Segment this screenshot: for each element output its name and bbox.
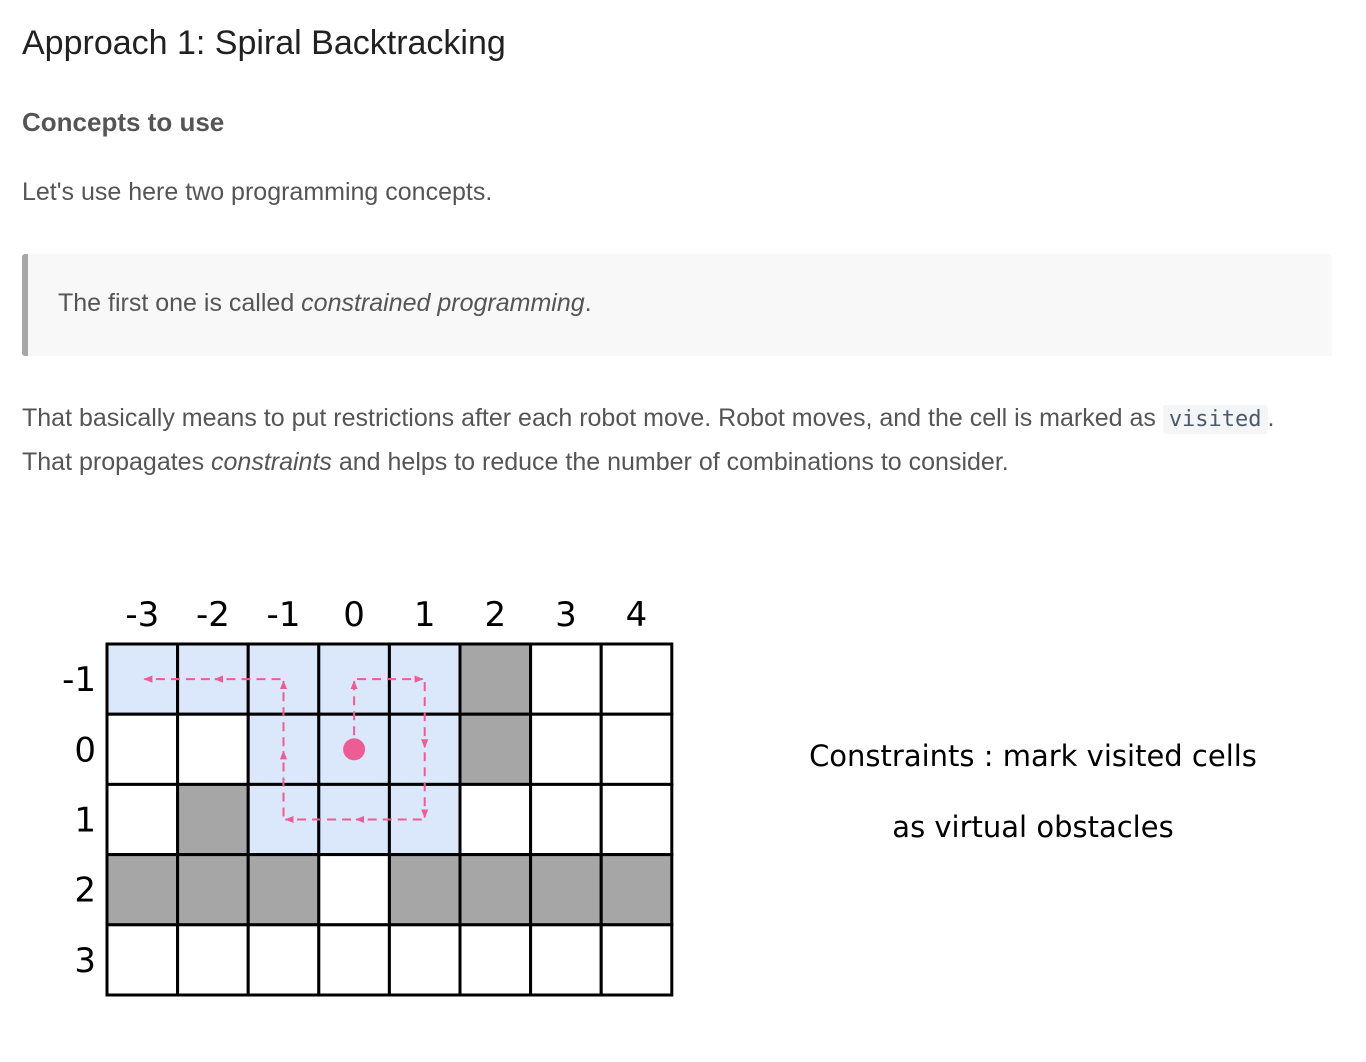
grid-cells — [105, 642, 674, 997]
grid-cell-empty — [458, 923, 533, 997]
body-text-2: . That propagates — [22, 404, 1275, 476]
axis-labels: -3 -2 -1 0 1 2 3 4 -1 0 1 2 3 — [62, 595, 647, 981]
column-label: 4 — [626, 595, 648, 635]
body-paragraph: That basically means to put restrictions… — [22, 397, 1322, 483]
grid-cell-empty — [529, 712, 603, 786]
grid-cell-empty — [599, 712, 674, 786]
grid-cell-empty — [176, 712, 250, 786]
grid-cell-empty — [458, 782, 533, 857]
column-label: -1 — [267, 595, 301, 635]
quote-suffix: . — [584, 289, 592, 317]
grid-cell-obstacle — [458, 853, 533, 927]
grid-cell-empty — [599, 923, 674, 997]
section-heading: Concepts to use — [22, 107, 225, 137]
grid-cell-obstacle — [387, 853, 462, 927]
blockquote: The first one is called constrained prog… — [22, 254, 1332, 356]
grid-cell-empty — [317, 923, 391, 997]
body-text-3: and helps to reduce the number of combin… — [331, 448, 1009, 476]
row-label: 2 — [74, 871, 96, 911]
grid-cell-empty — [105, 782, 180, 857]
grid-cell-empty — [529, 782, 603, 857]
robot-marker — [343, 738, 366, 761]
grid-cell-empty — [105, 923, 180, 997]
column-label: -3 — [125, 595, 159, 635]
grid-cell-empty — [599, 782, 674, 857]
grid-cell-obstacle — [176, 853, 250, 927]
body-emphasis: constraints — [211, 448, 332, 476]
grid-cell-obstacle — [529, 853, 603, 927]
intro-paragraph: Let's use here two programming concepts. — [22, 178, 493, 206]
column-label: 1 — [414, 595, 436, 635]
column-label: 3 — [555, 595, 577, 635]
diagram-caption-line-1: Constraints : mark visited cells — [809, 739, 1257, 773]
column-label: 2 — [484, 595, 506, 635]
robot-path — [143, 675, 429, 824]
grid-cell-empty — [599, 642, 674, 716]
grid-cell-obstacle — [458, 712, 533, 786]
grid-cell-empty — [529, 923, 603, 997]
grid-cell-empty — [246, 923, 321, 997]
column-label: -2 — [196, 595, 230, 635]
page-title: Approach 1: Spiral Backtracking — [22, 24, 506, 62]
grid-cell-empty — [105, 712, 180, 786]
body-text-1: That basically means to put restrictions… — [22, 404, 1163, 432]
grid-cell-obstacle — [105, 853, 180, 927]
row-label: 0 — [74, 730, 96, 770]
quote-emphasis: constrained programming — [301, 289, 585, 317]
grid-cell-empty — [176, 923, 250, 997]
diagram-caption-line-2: as virtual obstacles — [892, 810, 1173, 844]
grid-cell-empty — [387, 923, 462, 997]
grid-cell-obstacle — [599, 853, 674, 927]
grid-cell-visited — [105, 642, 180, 716]
grid-cell-obstacle — [458, 642, 533, 716]
grid-cell-empty — [317, 853, 391, 927]
column-label: 0 — [343, 595, 365, 635]
row-label: 1 — [74, 801, 96, 841]
inline-code-visited: visited — [1162, 405, 1268, 434]
row-label: 3 — [74, 941, 96, 981]
quote-prefix: The first one is called — [58, 289, 302, 317]
grid-cell-obstacle — [176, 782, 250, 857]
row-label: -1 — [62, 660, 96, 700]
grid-cell-obstacle — [246, 853, 321, 927]
grid-cell-empty — [529, 642, 603, 716]
